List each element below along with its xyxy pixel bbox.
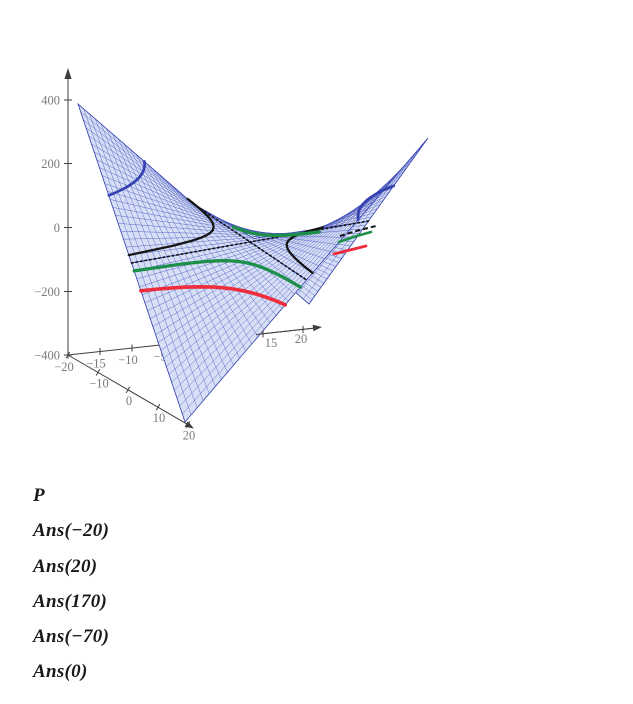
contour-ans-20 bbox=[127, 197, 215, 257]
contour-ans-neg20 bbox=[231, 225, 322, 238]
contour-ans-20 bbox=[285, 226, 324, 275]
axis-tick-label: 0 bbox=[126, 394, 132, 408]
axis-tick-label: −10 bbox=[89, 376, 109, 390]
axis-tick-label: 20 bbox=[295, 332, 308, 346]
contour-ans-neg70-hidden bbox=[332, 244, 368, 256]
y-axis-arrow-icon bbox=[312, 324, 322, 332]
contour-ans-170 bbox=[107, 160, 146, 197]
x-axis-arrow-icon bbox=[184, 421, 194, 429]
axis-tick-label: 10 bbox=[153, 411, 166, 425]
legend-item-contour: Ans(−20) bbox=[33, 520, 110, 542]
contour-ans-170 bbox=[356, 184, 396, 221]
y-axis-front: 15 20 bbox=[255, 324, 322, 350]
z-axis-arrow-icon bbox=[64, 68, 72, 79]
x-axis: −10 0 10 20 bbox=[65, 351, 196, 443]
axis-tick-label: −20 bbox=[54, 360, 74, 374]
contour-ans-neg20 bbox=[132, 259, 303, 289]
surface-plot-3d: 400 200 0 −200 −400 −20 −15 −10 −5 15 20 −10 0 10 20 bbox=[34, 68, 429, 443]
axis-tick-label: −10 bbox=[118, 353, 138, 367]
axis-tick-label: 200 bbox=[41, 157, 60, 171]
axis-tick-label: −15 bbox=[86, 357, 106, 371]
contour-ans-20-hidden bbox=[339, 225, 377, 237]
legend-item-contour: Ans(−70) bbox=[33, 626, 110, 648]
contour-ans-neg20-hidden bbox=[337, 230, 373, 244]
z-axis: 400 200 0 −200 −400 bbox=[34, 68, 72, 363]
axis-tick-label: −200 bbox=[34, 285, 60, 299]
axis-tick-label: 15 bbox=[265, 336, 278, 350]
axis-tick-label: −400 bbox=[34, 349, 60, 363]
contour-ans-0 bbox=[130, 220, 370, 264]
legend-item-contour: Ans(170) bbox=[33, 590, 108, 612]
axis-tick-label: 0 bbox=[54, 221, 60, 235]
legend-item-contour: Ans(20) bbox=[33, 555, 98, 577]
axis-tick-label: 400 bbox=[41, 94, 60, 108]
plot-legend: P Ans(−20) Ans(20) Ans(170) Ans(−70) Ans(0) bbox=[33, 478, 109, 690]
legend-item-contour: Ans(0) bbox=[33, 661, 88, 683]
legend-item-surface: P bbox=[33, 485, 45, 506]
axis-tick-label: 20 bbox=[183, 429, 196, 443]
surface-flap-left bbox=[77, 102, 252, 264]
contour-ans-0 bbox=[192, 203, 308, 281]
contour-ans-neg70 bbox=[139, 284, 288, 307]
